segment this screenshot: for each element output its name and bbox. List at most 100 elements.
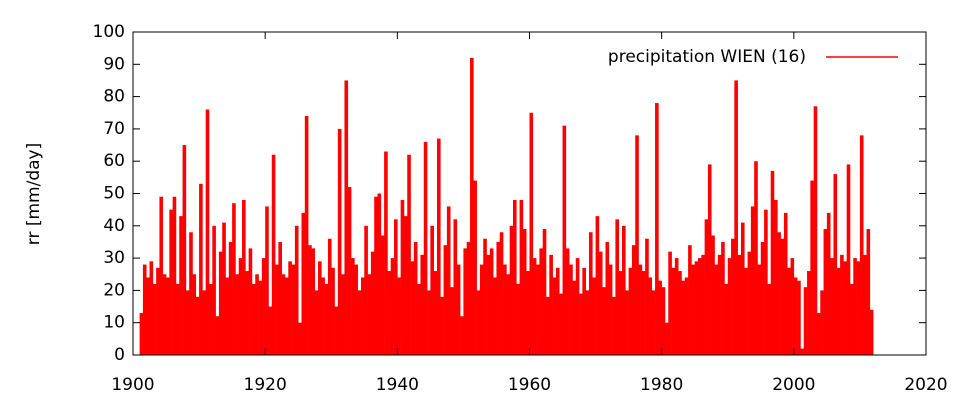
impulse-bar xyxy=(384,151,388,355)
impulse-bar xyxy=(823,229,828,355)
impulse-bar xyxy=(476,290,481,355)
impulse-bar xyxy=(185,290,190,355)
plot-frame xyxy=(132,31,927,356)
impulse-bar xyxy=(489,248,494,355)
impulse-bar xyxy=(436,138,441,355)
impulse-bar xyxy=(242,199,246,355)
impulse-bar xyxy=(585,290,590,355)
impulse-bar xyxy=(493,277,497,355)
impulse-bar xyxy=(592,277,596,355)
impulse-bar xyxy=(688,245,692,355)
impulse-bar xyxy=(271,154,276,355)
impulse-bar xyxy=(529,112,534,355)
impulse-bar xyxy=(347,187,352,355)
impulse-bar xyxy=(853,258,857,355)
impulse-bar xyxy=(374,196,378,355)
impulse-bar xyxy=(764,209,768,355)
impulse-bar xyxy=(172,196,177,355)
impulse-bar xyxy=(836,267,841,355)
impulse-bar xyxy=(466,241,471,355)
impulse-bar xyxy=(701,254,705,355)
impulse-bar xyxy=(410,261,415,355)
x-tick-label: 1900 xyxy=(111,375,154,395)
impulse-bar xyxy=(397,277,401,355)
impulse-bar xyxy=(370,251,375,355)
impulse-bar xyxy=(615,219,620,355)
impulse-bar xyxy=(318,261,322,355)
impulse-bar xyxy=(681,280,686,355)
impulse-bar xyxy=(351,258,355,355)
y-tick-label: 60 xyxy=(103,151,125,171)
impulse-bar xyxy=(750,206,755,355)
impulse-bar xyxy=(711,235,715,355)
impulse-bar xyxy=(645,238,649,355)
impulse-bar xyxy=(625,290,629,355)
impulse-bar xyxy=(777,232,781,355)
impulse-bar xyxy=(780,238,785,355)
impulse-bar xyxy=(499,232,504,355)
impulse-bar xyxy=(807,271,811,355)
impulse-bar xyxy=(546,296,550,355)
impulse-bar xyxy=(843,261,847,355)
impulse-bar xyxy=(367,274,372,355)
y-tick-label: 40 xyxy=(103,216,125,236)
impulse-bar xyxy=(278,241,282,355)
impulse-bar xyxy=(536,264,540,355)
impulse-bar xyxy=(331,267,335,355)
impulse-bar xyxy=(526,271,530,355)
impulse-bar xyxy=(859,135,864,355)
y-tick-label: 70 xyxy=(103,119,125,139)
impulse-bar xyxy=(450,287,454,355)
x-tick-label: 1980 xyxy=(640,375,683,395)
impulse-bar xyxy=(334,306,339,355)
impulse-bar xyxy=(714,264,719,355)
impulse-bar xyxy=(691,264,696,355)
impulse-bar xyxy=(311,248,316,355)
impulse-bar xyxy=(156,267,160,355)
impulse-bar xyxy=(793,277,798,355)
impulse-bar xyxy=(189,232,193,355)
impulse-bar xyxy=(648,277,653,355)
impulse-bar xyxy=(390,258,395,355)
impulse-bar xyxy=(248,248,253,355)
impulse-bar xyxy=(251,283,256,355)
impulse-bar xyxy=(166,277,170,355)
impulse-bar xyxy=(635,135,639,355)
impulse-bar xyxy=(483,238,487,355)
impulse-bar xyxy=(337,128,342,355)
impulse-bar xyxy=(724,283,729,355)
impulse-bar xyxy=(503,264,507,355)
impulse-bar xyxy=(400,199,405,355)
x-tick-label: 1940 xyxy=(376,375,419,395)
impulse-bar xyxy=(218,251,223,355)
impulse-bar xyxy=(856,261,861,355)
impulse-bar xyxy=(747,251,752,355)
impulse-bar xyxy=(258,280,263,355)
impulse-bar xyxy=(774,199,778,355)
impulse-bar xyxy=(288,261,292,355)
impulse-bar xyxy=(731,238,735,355)
impulse-bar xyxy=(830,258,834,355)
y-tick-label: 50 xyxy=(103,184,125,204)
impulse-bar xyxy=(522,229,527,355)
impulse-bar xyxy=(658,280,662,355)
impulse-bar xyxy=(417,283,421,355)
impulse-bar xyxy=(470,57,474,356)
impulse-bar xyxy=(863,254,867,355)
impulse-bar xyxy=(565,248,570,355)
impulse-bar xyxy=(850,283,854,355)
impulse-bar xyxy=(668,251,672,355)
impulse-bar xyxy=(380,235,385,355)
impulse-bar xyxy=(208,283,213,355)
impulse-bar xyxy=(783,212,788,355)
impulse-bar xyxy=(195,296,200,355)
impulse-bar xyxy=(826,212,831,355)
y-tick-label: 80 xyxy=(103,87,125,107)
impulse-bar xyxy=(816,313,821,355)
impulse-bar xyxy=(159,196,164,355)
impulse-bar xyxy=(694,261,699,355)
impulse-bar xyxy=(341,274,345,355)
impulse-bar xyxy=(387,271,392,355)
impulse-bar xyxy=(866,229,871,355)
impulse-bar xyxy=(222,222,226,355)
